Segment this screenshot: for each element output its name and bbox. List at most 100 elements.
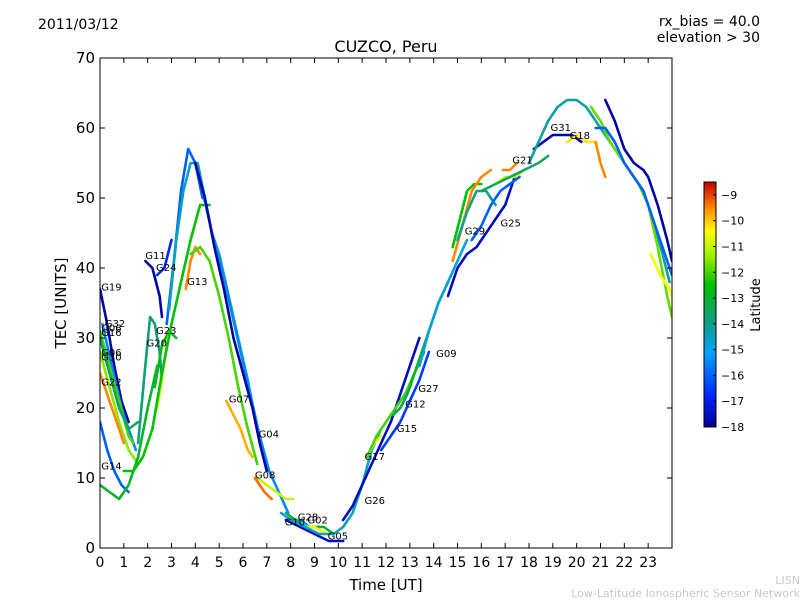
- y-tick-label: 20: [76, 399, 95, 417]
- x-tick-label: 2: [143, 555, 152, 571]
- colorbar-tick-label: −16: [721, 369, 744, 382]
- series-g13b: [189, 245, 259, 466]
- series-g11: [144, 259, 164, 319]
- x-tick-label: 13: [401, 555, 419, 571]
- colorbar-tick-label: −18: [721, 421, 744, 434]
- x-tick-label: 5: [215, 555, 224, 571]
- axis-ticks: 0 1 2 3 4 5 6 7 8 9 10 11 12 13 14 15 16 17 18 19 20 21 22 2301…: [76, 49, 672, 571]
- satellite-label-g30: G30: [101, 352, 121, 363]
- x-tick-label: 21: [592, 555, 610, 571]
- series-peak3: [594, 126, 672, 277]
- satellite-label-g22: G22: [101, 378, 121, 389]
- series-g06: [100, 329, 135, 445]
- satellite-label-g24: G24: [156, 263, 176, 274]
- satellite-label-g18: G18: [570, 131, 590, 142]
- satellite-label-g06: G06: [101, 324, 121, 335]
- y-tick-label: 40: [76, 259, 95, 277]
- series-g26: [341, 336, 421, 522]
- footer: LISN Low-Latitude Ionospheric Sensor Net…: [571, 574, 800, 600]
- colorbar-tick-label: −13: [721, 292, 744, 305]
- satellite-label-g06: G06: [101, 348, 121, 359]
- colorbar-tick-label: −15: [721, 344, 744, 357]
- x-tick-label: 10: [329, 555, 347, 571]
- satellite-label-g13: G13: [187, 277, 207, 288]
- x-tick-label: 8: [286, 555, 295, 571]
- series-g30: [100, 350, 140, 466]
- series-g08: [255, 476, 295, 501]
- x-tick-label: 12: [377, 555, 395, 571]
- satellite-label-g04: G04: [259, 429, 279, 440]
- x-tick-label: 18: [520, 555, 538, 571]
- satellite-label-g23: G23: [156, 326, 176, 337]
- chart-title: CUZCO, Peru: [334, 37, 438, 56]
- series-g04: [194, 161, 269, 473]
- series-g21c: [479, 154, 550, 193]
- satellite-label-g02: G02: [307, 516, 327, 527]
- series-g18: [565, 133, 598, 144]
- series-g09: [418, 238, 469, 368]
- series-g23: [153, 329, 178, 389]
- x-tick-label: 14: [425, 555, 443, 571]
- series-g21: [501, 161, 519, 172]
- series-g25b: [470, 175, 521, 242]
- colorbar-tick-label: −12: [721, 266, 744, 279]
- satellite-label-g08: G08: [255, 471, 275, 482]
- satellite-label-g11: G11: [145, 251, 165, 262]
- series-rise1: [122, 203, 211, 473]
- series-g22: [100, 371, 126, 445]
- x-tick-label: 15: [449, 555, 467, 571]
- satellite-label-g05: G05: [328, 532, 348, 543]
- y-tick-label: 70: [76, 49, 95, 67]
- y-axis-label: TEC [UNITS]: [52, 258, 70, 350]
- series-rise2: [165, 147, 204, 326]
- satellite-label-g07: G07: [229, 394, 249, 405]
- series-g15: [379, 350, 431, 452]
- series-g17b: [365, 371, 416, 459]
- series-g14: [100, 420, 130, 494]
- colorbar-label: Latitude: [749, 278, 764, 332]
- series-g13: [184, 245, 202, 291]
- series-g25: [446, 175, 517, 298]
- series-g05: [284, 518, 345, 543]
- satellite-label-g28: G28: [298, 513, 318, 524]
- series-g16: [100, 336, 140, 431]
- satellite-label-g21: G21: [512, 156, 532, 167]
- colorbar-tick-label: −17: [721, 395, 744, 408]
- series-peak5: [594, 140, 607, 179]
- x-tick-label: 19: [544, 555, 562, 571]
- series-g19: [100, 287, 130, 424]
- colorbar-ticks: −9 −10 −11 −12 −13 −14 −15 −16 −17 −18: [713, 189, 744, 434]
- x-tick-label: 1: [119, 555, 128, 571]
- satellite-labels: G19G32G06G16G06G30G22G14G11G24G23G20G13G…: [101, 123, 590, 543]
- satellite-label-g15: G15: [397, 424, 417, 435]
- x-axis-label: Time [UT]: [348, 576, 422, 594]
- satellite-label-g32: G32: [105, 319, 125, 330]
- series-layer: [100, 98, 672, 543]
- series-peak4: [603, 98, 672, 263]
- x-tick-label: 20: [568, 555, 586, 571]
- colorbar-tick-label: −9: [721, 189, 737, 202]
- colorbar: [703, 181, 717, 428]
- footer-network-name: Low-Latitude Ionospheric Sensor Network: [571, 587, 800, 600]
- satellite-label-g25: G25: [500, 219, 520, 230]
- rx-bias-label: rx_bias = 40.0: [658, 14, 760, 30]
- x-tick-label: 22: [615, 555, 633, 571]
- colorbar-tick-label: −11: [721, 240, 744, 253]
- satellite-label-g09: G09: [436, 349, 456, 360]
- date-label: 2011/03/12: [38, 17, 119, 33]
- x-tick-label: 0: [96, 555, 105, 571]
- y-tick-label: 60: [76, 119, 95, 137]
- y-tick-label: 50: [76, 189, 95, 207]
- series-g14b: [100, 364, 159, 501]
- satellite-label-g20: G20: [147, 338, 167, 349]
- colorbar-tick-label: −14: [721, 318, 744, 331]
- series-g29c: [456, 189, 497, 242]
- satellite-label-g26: G26: [365, 496, 385, 507]
- satellite-label-g14: G14: [101, 462, 121, 473]
- y-tick-label: 30: [76, 329, 95, 347]
- satellite-label-g17: G17: [365, 452, 385, 463]
- x-tick-label: 23: [639, 555, 657, 571]
- x-tick-label: 4: [191, 555, 200, 571]
- elevation-label: elevation > 30: [656, 30, 760, 46]
- x-tick-label: 11: [353, 555, 371, 571]
